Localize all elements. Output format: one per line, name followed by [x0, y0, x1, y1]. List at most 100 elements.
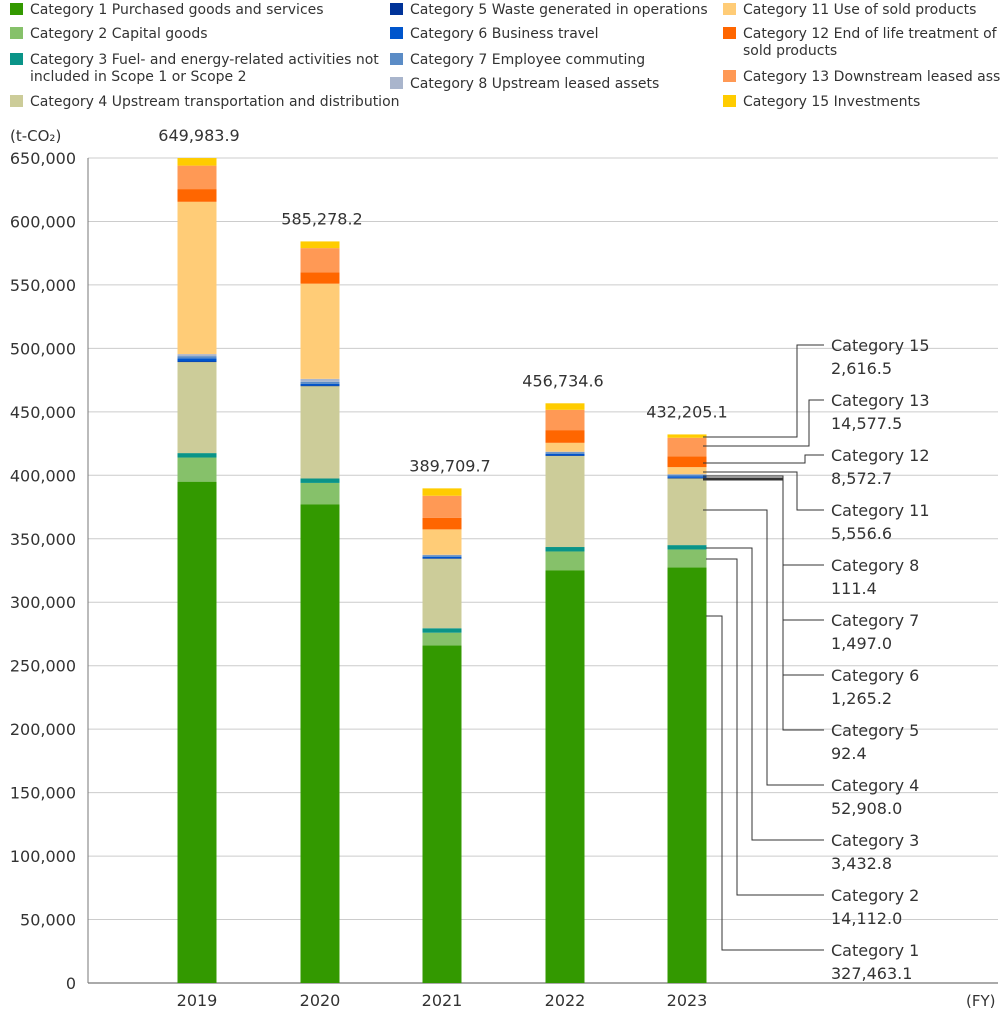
bar-totals: 649,983.9 585,278.2 389,709.7 456,734.6 432,… [158, 126, 727, 475]
y-tick-label: 450,000 [10, 403, 76, 422]
callout-leader [703, 509, 824, 786]
y-tick-label: 400,000 [10, 466, 76, 485]
bar-segment [545, 442, 585, 452]
bar-segment [422, 645, 462, 983]
bar-segment [667, 545, 707, 550]
bar-segment [177, 453, 217, 458]
callout-value: 2,616.5 [831, 359, 892, 378]
bar-segment [422, 495, 462, 518]
bar-segment [667, 476, 707, 478]
callout-category: Category 4 [831, 776, 919, 795]
bar-segment [667, 437, 707, 457]
callout-category: Category 2 [831, 886, 919, 905]
legend-swatch [10, 3, 23, 15]
bar-segment [667, 477, 707, 546]
bar-segment [177, 358, 217, 362]
bar-segment [422, 558, 462, 629]
callout-category: Category 13 [831, 391, 930, 410]
callout-value: 5,556.6 [831, 524, 892, 543]
callout-value: 14,577.5 [831, 414, 902, 433]
legend-label: Category 11 Use of sold products [743, 2, 976, 18]
callout-leader [703, 477, 824, 621]
y-tick-label: 250,000 [10, 657, 76, 676]
y-tick-label: 300,000 [10, 593, 76, 612]
callout-category: Category 12 [831, 446, 930, 465]
legend-label: Category 6 Business travel [410, 26, 599, 42]
y-tick-label: 550,000 [10, 276, 76, 295]
y-tick-label: 150,000 [10, 784, 76, 803]
bar-segment [545, 403, 585, 410]
bar-total-label: 456,734.6 [522, 371, 603, 390]
legend-swatch [723, 3, 736, 15]
bar-segment [300, 385, 340, 479]
bar-segment [300, 383, 340, 386]
bar-segment [667, 456, 707, 468]
legend-label: Category 7 Employee commuting [410, 52, 645, 68]
bar-segment [300, 504, 340, 983]
bar-segment [667, 467, 707, 475]
bar-segment [422, 628, 462, 633]
legend-swatch [10, 53, 23, 65]
y-tick-label: 350,000 [10, 530, 76, 549]
legend-label: Category 13 Downstream leased assets [743, 69, 1000, 85]
bar-segment [177, 189, 217, 202]
bar-segment [545, 451, 585, 453]
callout-category: Category 6 [831, 666, 919, 685]
legend-label: Category 2 Capital goods [30, 26, 208, 42]
legend-label: Category 15 Investments [743, 94, 920, 110]
bars [177, 158, 707, 983]
callout-value: 1,265.2 [831, 689, 892, 708]
callout-leader [706, 558, 824, 896]
callout-category: Category 7 [831, 611, 919, 630]
callout-category: Category 3 [831, 831, 919, 850]
legend-swatch [723, 95, 736, 107]
bar-total-label: 432,205.1 [646, 402, 727, 421]
bar-segment [177, 356, 217, 359]
legend-swatch [390, 77, 403, 89]
callout-leader [703, 479, 824, 731]
callout-value: 52,908.0 [831, 799, 902, 818]
bar-segment [177, 158, 217, 166]
legend-swatch [10, 95, 23, 107]
legend-label: Category 3 Fuel- and energy-related acti… [30, 52, 379, 68]
legend-swatch [390, 27, 403, 39]
y-tick-label: 650,000 [10, 149, 76, 168]
bar-segment [545, 453, 585, 456]
callout-leader [703, 454, 824, 464]
legend-label: Category 5 Waste generated in operations [410, 2, 708, 18]
bar-total-label: 585,278.2 [281, 209, 362, 228]
y-axis-label: (t-CO₂) [10, 127, 61, 145]
bar-segment [422, 554, 462, 556]
bar-segment [422, 556, 462, 559]
callout-value: 92.4 [831, 744, 867, 763]
bar-segment [545, 455, 585, 548]
callout-value: 111.4 [831, 579, 877, 598]
bar-segment [667, 567, 707, 983]
bar-segment [300, 482, 340, 505]
bar-total-label: 389,709.7 [409, 456, 490, 475]
callouts: Category 15 2,616.5 Category 13 14,577.5 Cat… [703, 336, 930, 983]
callout-category: Category 15 [831, 336, 930, 355]
bar-segment [422, 488, 462, 496]
gridlines [87, 157, 998, 984]
bar-segment [177, 457, 217, 482]
callout-leader [706, 547, 824, 841]
callout-category: Category 1 [831, 941, 919, 960]
bar-segment [300, 272, 340, 284]
legend-label: Category 12 End of life treatment of [743, 26, 998, 42]
callout-value: 14,112.0 [831, 909, 902, 928]
bar-segment [177, 361, 217, 363]
bar-segment [545, 455, 585, 456]
callout-leader [703, 344, 824, 438]
x-tick-label: 2021 [422, 991, 463, 1010]
legend-label-cont: sold products [743, 43, 837, 59]
legend-label-cont: included in Scope 1 or Scope 2 [30, 69, 247, 85]
bar-segment [545, 409, 585, 431]
callout-category: Category 11 [831, 501, 930, 520]
callout-leader [703, 475, 824, 566]
callout-category: Category 8 [831, 556, 919, 575]
bar-segment [300, 283, 340, 379]
bar-segment [667, 474, 707, 475]
bar-segment [422, 529, 462, 555]
x-tick-label: 2022 [545, 991, 586, 1010]
